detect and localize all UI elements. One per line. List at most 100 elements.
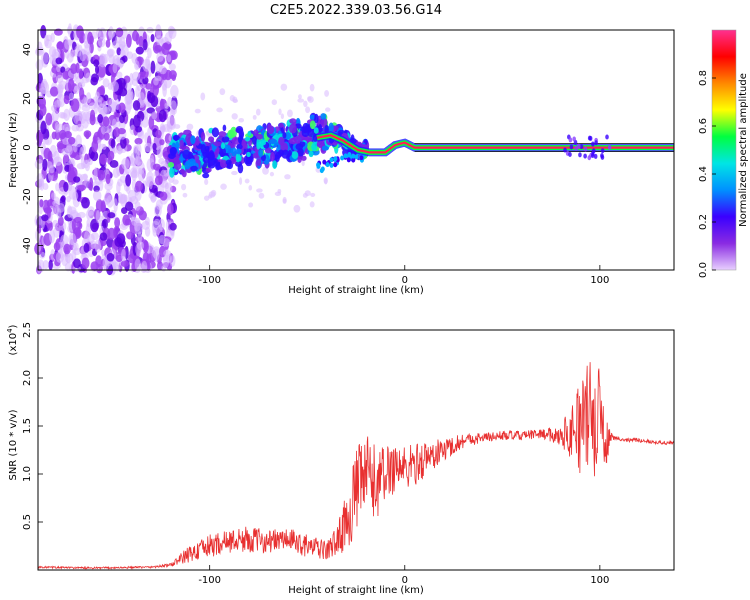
heatmap-cell [323, 177, 328, 184]
heatmap-cell [329, 162, 334, 168]
heatmap-cell [568, 151, 572, 157]
heatmap-cell [576, 143, 581, 149]
heatmap-cell [154, 44, 163, 52]
heatmap-cell [110, 138, 116, 149]
heatmap-cell [52, 219, 59, 228]
heatmap-cell [172, 134, 180, 141]
heatmap-cell [569, 144, 574, 150]
heatmap-cell [86, 51, 92, 62]
heatmap-cell [607, 144, 612, 150]
heatmap-cell [247, 130, 252, 137]
heatmap-cell [136, 241, 145, 251]
heatmap-cell [167, 203, 174, 216]
heatmap-cell [60, 195, 66, 203]
heatmap-cell [55, 74, 64, 84]
heatmap-cell [158, 175, 163, 185]
heatmap-cell [40, 120, 47, 135]
heatmap-cell [64, 39, 71, 50]
heatmap-cell [54, 99, 62, 108]
heatmap-cell [70, 63, 78, 75]
heatmap-cell [117, 147, 123, 155]
x-tick-label: 100 [590, 275, 609, 286]
heatmap-cell [85, 131, 90, 140]
heatmap-cell [103, 132, 110, 141]
heatmap-cell [311, 142, 318, 152]
heatmap-cell [57, 216, 64, 227]
heatmap-cell [258, 192, 265, 199]
heatmap-cell [300, 155, 307, 161]
heatmap-cell [147, 244, 155, 254]
heatmap-cell [147, 47, 152, 59]
colorbar-tick-label: 0.2 [698, 214, 709, 230]
heatmap-cell [200, 92, 206, 101]
heatmap-cell [158, 157, 165, 165]
heatmap-cell [600, 148, 605, 154]
heatmap-cell [351, 157, 356, 163]
heatmap-cell [106, 195, 114, 208]
heatmap-cell [83, 242, 90, 253]
heatmap-cell [166, 54, 172, 63]
heatmap-cell [231, 113, 238, 120]
heatmap-cell [51, 192, 56, 201]
heatmap-cell [56, 208, 62, 219]
heatmap-cell [583, 146, 588, 152]
heatmap-cell [93, 167, 98, 182]
heatmap-cell [155, 24, 162, 39]
heatmap-cell [93, 59, 100, 67]
heatmap-cell [73, 258, 81, 269]
heatmap-cell [64, 130, 72, 139]
heatmap-cell [91, 139, 99, 153]
heatmap-cell [141, 260, 148, 273]
heatmap-cell [45, 112, 53, 126]
heatmap-cell [43, 147, 51, 160]
heatmap-cell [202, 172, 210, 179]
heatmap-cell [313, 127, 319, 134]
heatmap-cell [195, 136, 200, 146]
heatmap-cell [102, 78, 110, 88]
heatmap-cell [204, 178, 209, 186]
svg-text:(x104): (x104) [6, 324, 19, 355]
heatmap-cell [325, 107, 331, 112]
heatmap-cell [152, 163, 161, 171]
heatmap-cell [158, 234, 166, 245]
heatmap-cell [170, 84, 179, 99]
heatmap-cell [153, 170, 159, 177]
heatmap-cell [248, 185, 253, 191]
heatmap-cell [215, 146, 220, 154]
heatmap-cell [142, 38, 148, 51]
top-y-axis: -40 -20 0 20 40 [22, 43, 43, 254]
heatmap-cell [134, 156, 143, 166]
heatmap-cell [108, 98, 116, 113]
colorbar-ticks: 0.0 0.2 0.4 0.6 0.8 [698, 70, 716, 278]
y-tick-label: 0 [22, 144, 33, 150]
heatmap-cell [170, 100, 177, 113]
heatmap-cell [248, 202, 254, 208]
heatmap-cell [301, 160, 305, 167]
heatmap-cell [57, 83, 64, 94]
heatmap-cell [284, 174, 291, 180]
heatmap-cell [63, 243, 71, 255]
heatmap-cell [182, 149, 191, 160]
heatmap-cell [207, 156, 216, 167]
heatmap-cell [125, 174, 132, 187]
heatmap-cell [210, 189, 217, 197]
bottom-x-axis-label: Height of straight line (km) [288, 585, 424, 596]
heatmap-cell [92, 190, 102, 202]
heatmap-cell [115, 254, 123, 263]
bottom-y-axis-label: SNR (10 * v/v) [8, 409, 19, 480]
heatmap-cell [46, 205, 51, 219]
heatmap-cell [75, 110, 83, 125]
heatmap-cell [100, 125, 110, 136]
heatmap-cell [164, 102, 169, 110]
heatmap-cell [51, 49, 57, 61]
heatmap-cell [90, 76, 98, 86]
heatmap-cell [137, 231, 143, 244]
heatmap-cell [100, 200, 106, 213]
heatmap-cell [155, 129, 162, 139]
heatmap-cell [72, 191, 79, 201]
heatmap-cell [320, 113, 327, 120]
heatmap-cell [309, 201, 315, 208]
heatmap-cell [48, 259, 53, 271]
heatmap-cell [121, 55, 128, 63]
heatmap-cell [309, 83, 315, 92]
